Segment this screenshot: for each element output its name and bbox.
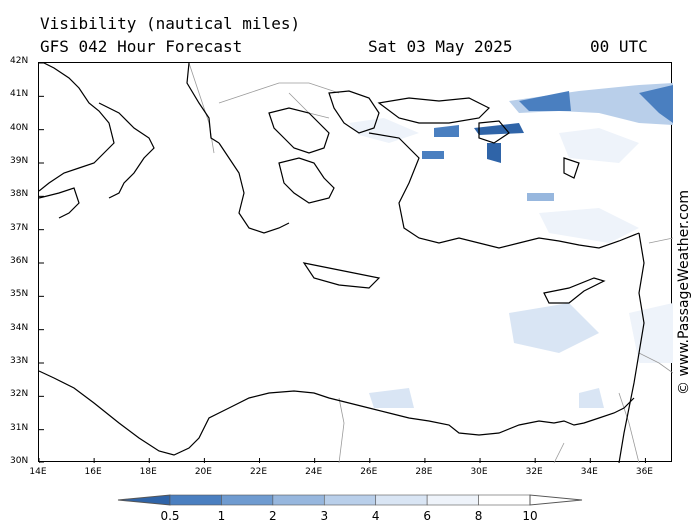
lat-label: 31N (10, 422, 29, 433)
copyright-text: © www.PassageWeather.com (676, 189, 692, 395)
map-area (38, 62, 673, 463)
lon-label: 18E (139, 467, 157, 477)
forecast-subtitle: GFS 042 Hour Forecast (40, 37, 243, 56)
lat-label: 34N (10, 322, 29, 333)
scale-label: 4 (371, 509, 380, 523)
forecast-date: Sat 03 May 2025 (368, 37, 513, 56)
lat-label: 37N (10, 222, 29, 233)
lat-label: 30N (10, 456, 29, 466)
scale-label: 6 (423, 509, 431, 523)
lon-label: 30E (470, 467, 488, 477)
scale-label: 3 (320, 509, 329, 523)
scale-segment (169, 494, 222, 506)
lat-label: 41N (10, 89, 29, 100)
scale-arrow-right (529, 494, 583, 506)
lat-label: 35N (10, 289, 29, 300)
coastlines (39, 63, 645, 463)
lat-label: 39N (10, 156, 29, 166)
lat-label: 42N (10, 56, 29, 66)
forecast-time: 00 UTC (590, 37, 648, 56)
scale-label: 10 (522, 509, 538, 523)
lon-label: 28E (415, 467, 433, 477)
scale-label: 8 (474, 509, 483, 523)
lon-label: 14E (29, 467, 47, 477)
visibility-shading (349, 83, 673, 408)
lon-label: 34E (580, 467, 598, 477)
lat-label: 38N (10, 189, 29, 200)
axis-ticks (39, 63, 646, 463)
map-canvas (39, 63, 673, 463)
scale-label: 1 (217, 509, 226, 523)
scale-arrow-left (117, 494, 171, 506)
lon-label: 36E (635, 467, 653, 477)
visibility-scale (117, 494, 583, 506)
scale-label: 2 (269, 509, 277, 523)
lon-label: 24E (305, 467, 323, 477)
lat-label: 33N (10, 356, 29, 366)
scale-segment (375, 494, 428, 506)
lat-label: 32N (10, 389, 29, 400)
scale-label: 0.5 (160, 509, 180, 523)
scale-segment (478, 494, 531, 506)
lon-label: 32E (525, 467, 543, 477)
lon-label: 20E (194, 467, 212, 477)
scale-segment (426, 494, 479, 506)
scale-segment (323, 494, 377, 506)
scale-segment (221, 494, 274, 506)
scale-segment (272, 494, 325, 506)
lon-label: 26E (360, 467, 378, 477)
lat-label: 36N (10, 256, 29, 266)
country-borders (188, 63, 673, 463)
lat-label: 40N (10, 122, 29, 133)
lon-label: 22E (249, 467, 268, 477)
lon-label: 16E (84, 467, 102, 477)
map-title: Visibility (nautical miles) (40, 14, 301, 33)
